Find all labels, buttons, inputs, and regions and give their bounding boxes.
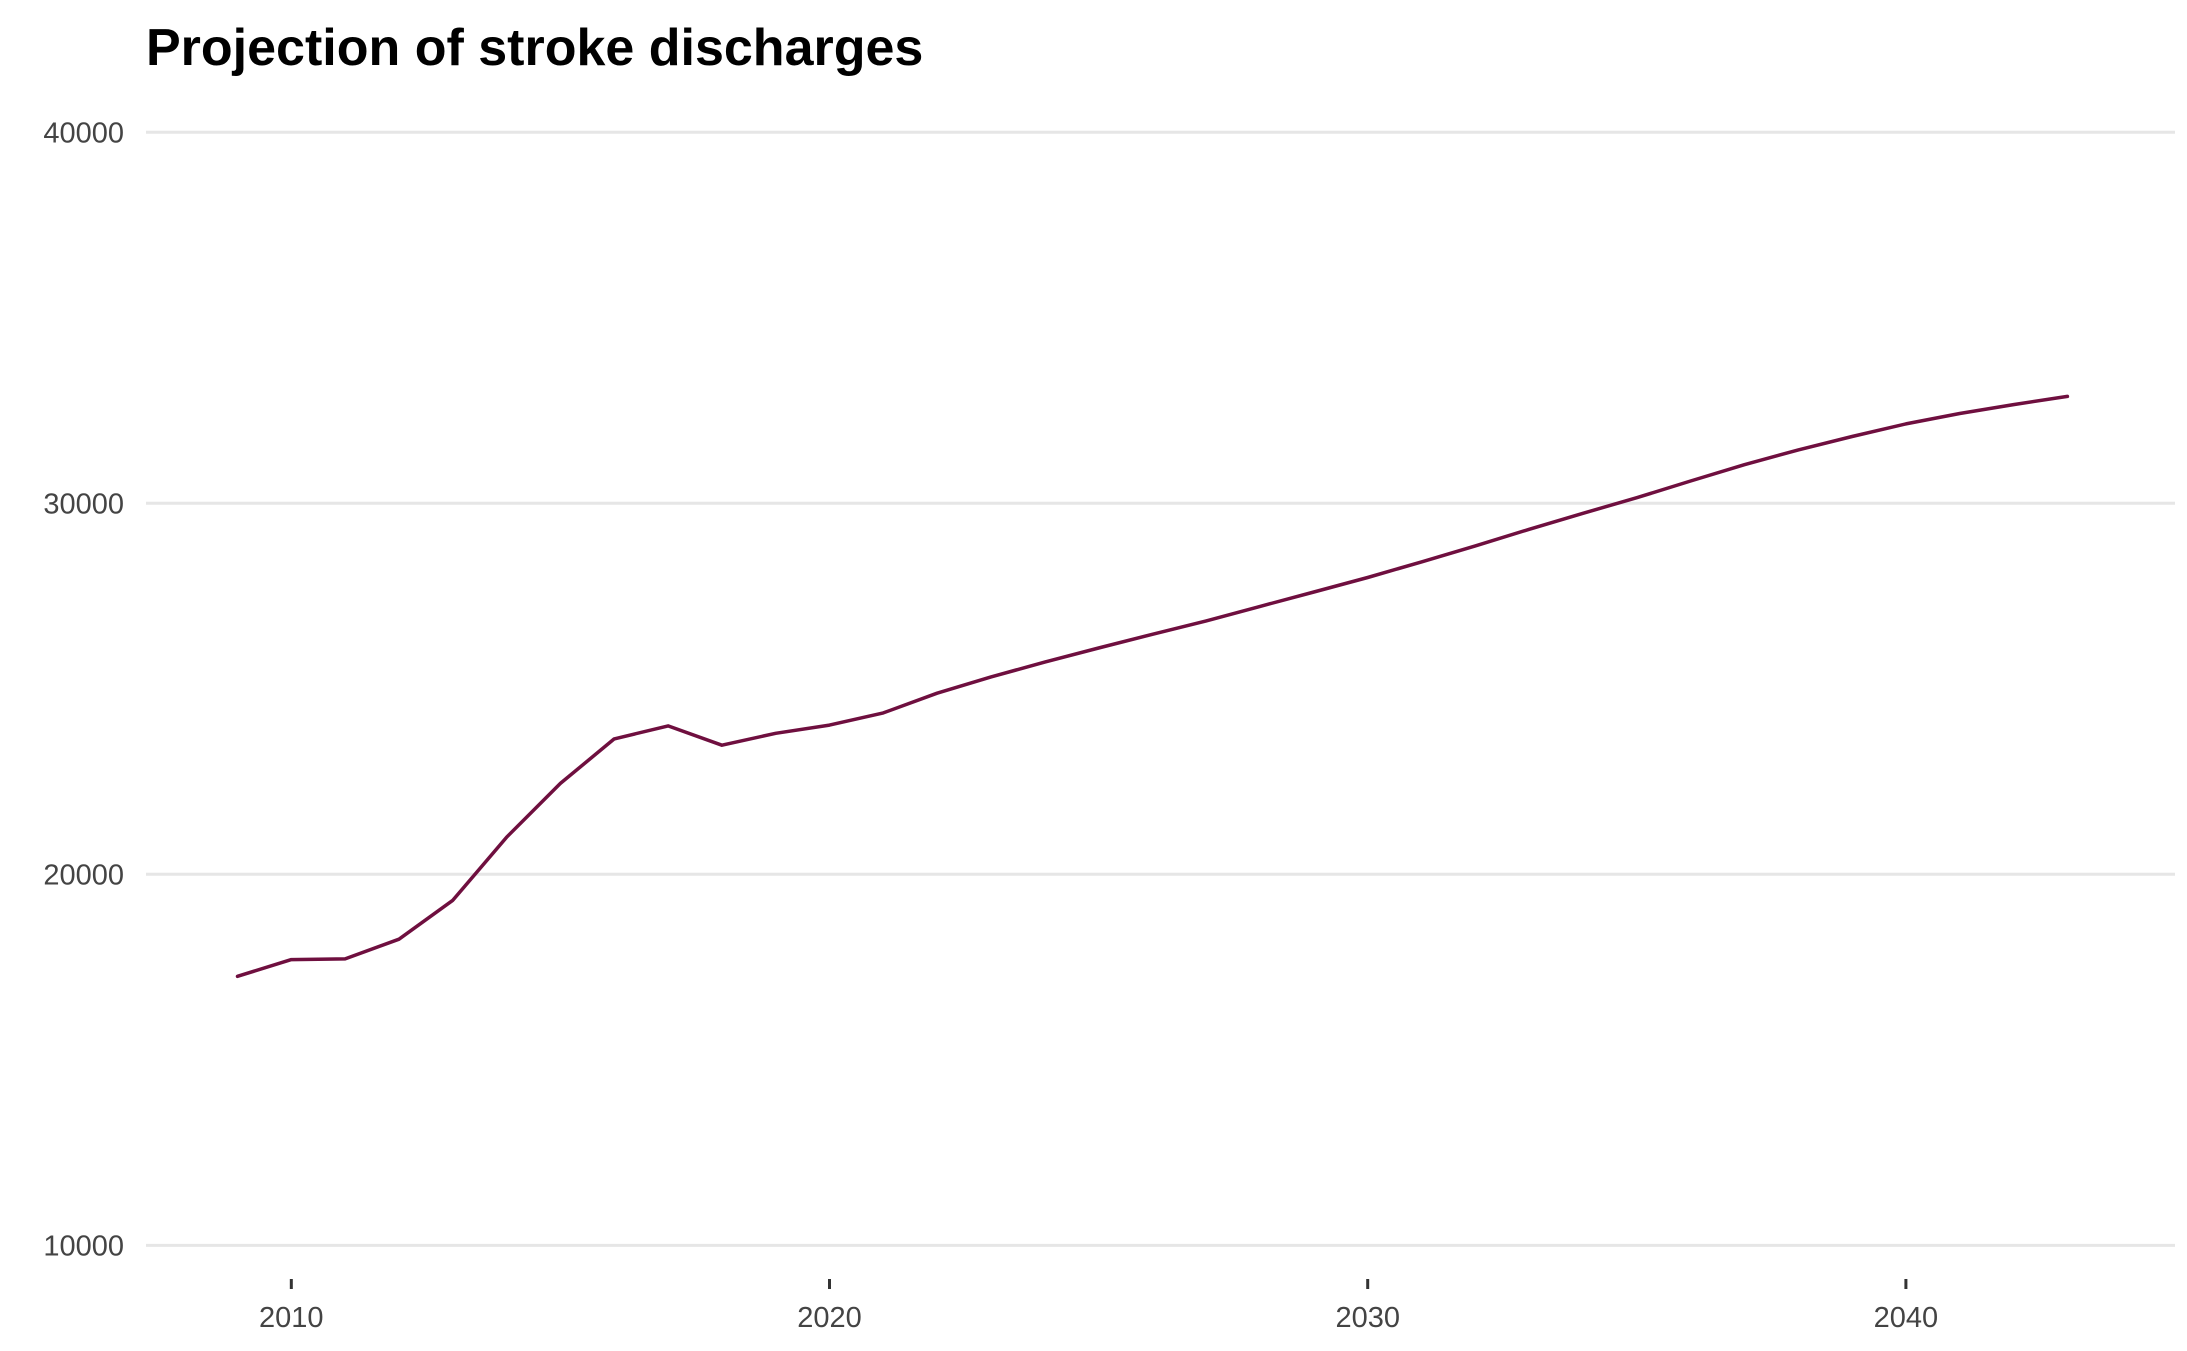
x-tick-label-2020: 2020: [797, 1302, 862, 1334]
chart-title: Projection of stroke discharges: [146, 19, 924, 77]
y-tick-label-20000: 20000: [43, 859, 124, 891]
x-tick-label-2010: 2010: [259, 1302, 324, 1334]
x-tick-label-2040: 2040: [1874, 1302, 1939, 1334]
x-axis: 2010 2020 2030 2040: [259, 1279, 1938, 1334]
x-tick-label-2030: 2030: [1335, 1302, 1400, 1334]
grid-lines: [146, 130, 2175, 1247]
y-tick-label-30000: 30000: [43, 488, 124, 520]
y-axis: 10000 20000 30000 40000: [43, 117, 124, 1262]
y-tick-label-40000: 40000: [43, 117, 124, 149]
series-layer: [235, 394, 2070, 979]
y-tick-label-10000: 10000: [43, 1230, 124, 1262]
series-line-0: [235, 394, 2070, 979]
